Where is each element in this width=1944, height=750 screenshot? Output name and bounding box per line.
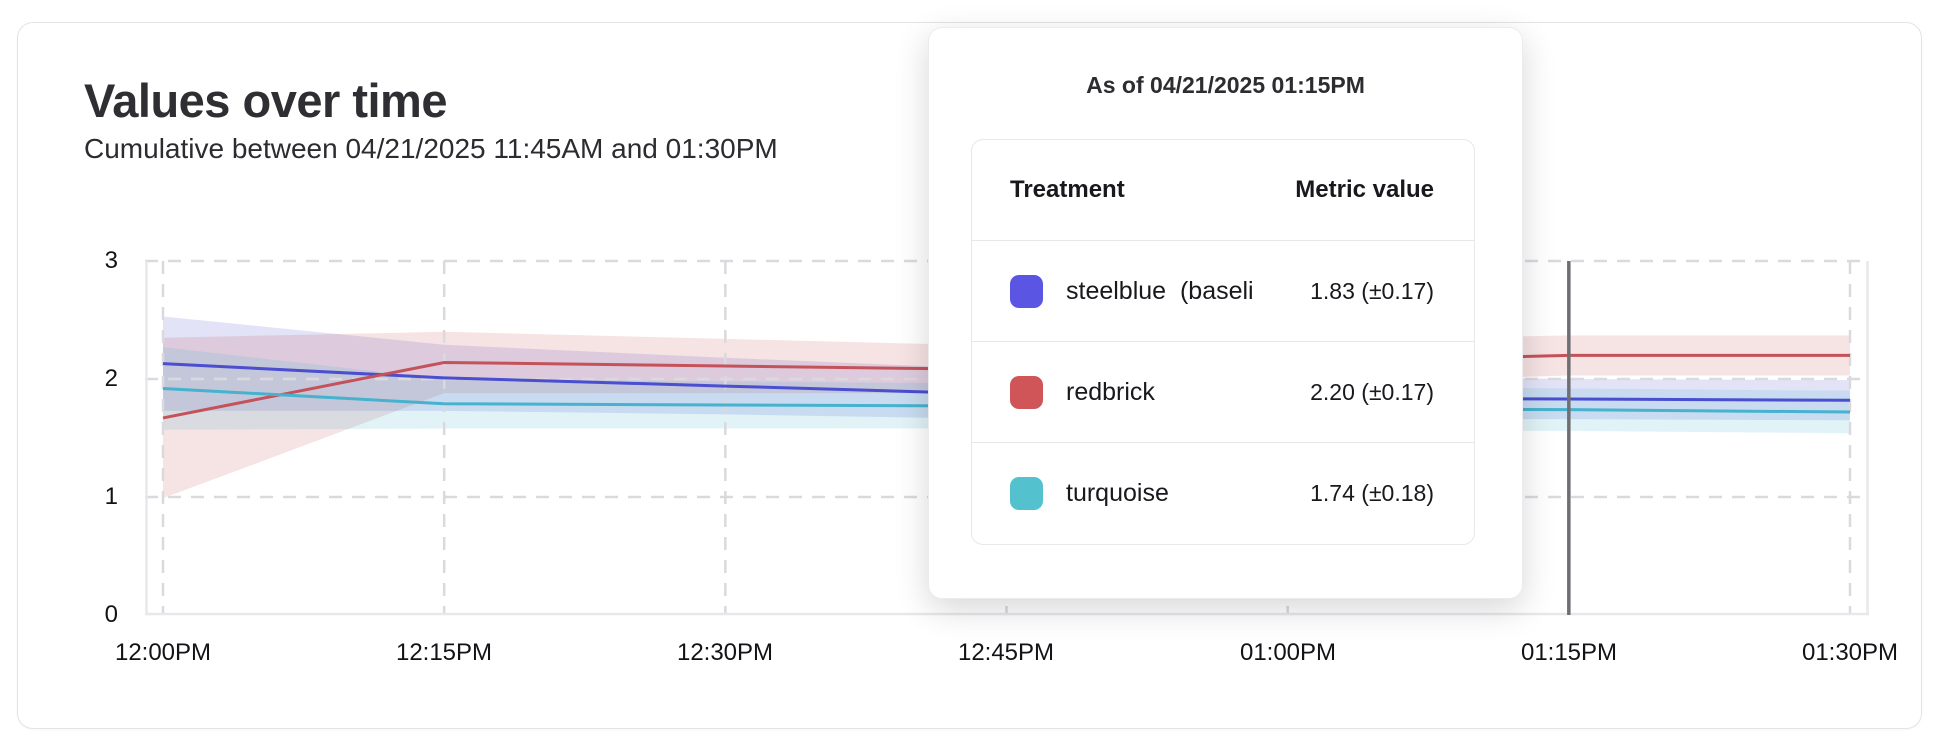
- treatment-column-header: Treatment: [1010, 176, 1125, 203]
- page-subtitle: Cumulative between 04/21/2025 11:45AM an…: [84, 133, 778, 164]
- metric-value: 2.20 (±0.17): [1310, 378, 1434, 405]
- series-label: steelblue (baseli: [1066, 276, 1254, 305]
- tooltip-table-header: Treatment Metric value: [972, 140, 1474, 240]
- series-color-swatch: [1010, 274, 1043, 308]
- x-axis-tick-label: 12:15PM: [395, 639, 493, 666]
- x-axis-tick-label: 01:30PM: [1801, 639, 1899, 666]
- table-row: steelblue (baseli 1.83 (±0.17): [972, 240, 1474, 341]
- x-axis-tick-label: 12:30PM: [676, 639, 774, 666]
- tooltip-title: As of 04/21/2025 01:15PM: [1086, 72, 1365, 98]
- metric-value: 1.74 (±0.18): [1310, 479, 1434, 506]
- series-label: turquoise: [1066, 478, 1169, 507]
- series-color-swatch: [1010, 375, 1043, 409]
- page-title: Values over time: [84, 74, 447, 127]
- tooltip-table: Treatment Metric value steelblue (baseli…: [971, 139, 1475, 545]
- y-axis-tick-label: 2: [104, 365, 118, 392]
- series-label: redbrick: [1066, 377, 1155, 406]
- x-axis-tick-label: 01:00PM: [1239, 639, 1337, 666]
- y-axis-tick-label: 3: [104, 247, 118, 274]
- series-color-swatch: [1010, 476, 1043, 510]
- metric-value-column-header: Metric value: [1295, 176, 1434, 203]
- x-axis-tick-label: 12:45PM: [957, 639, 1055, 666]
- x-axis-tick-label: 01:15PM: [1520, 639, 1618, 666]
- y-axis-tick-label: 0: [104, 601, 118, 628]
- y-axis-tick-label: 1: [104, 483, 118, 510]
- x-axis-tick-label: 12:00PM: [114, 639, 212, 666]
- metric-value: 1.83 (±0.17): [1310, 277, 1434, 304]
- table-row: turquoise 1.74 (±0.18): [972, 442, 1474, 543]
- chart-tooltip: As of 04/21/2025 01:15PM Treatment Metri…: [928, 27, 1523, 599]
- table-row: redbrick 2.20 (±0.17): [972, 341, 1474, 442]
